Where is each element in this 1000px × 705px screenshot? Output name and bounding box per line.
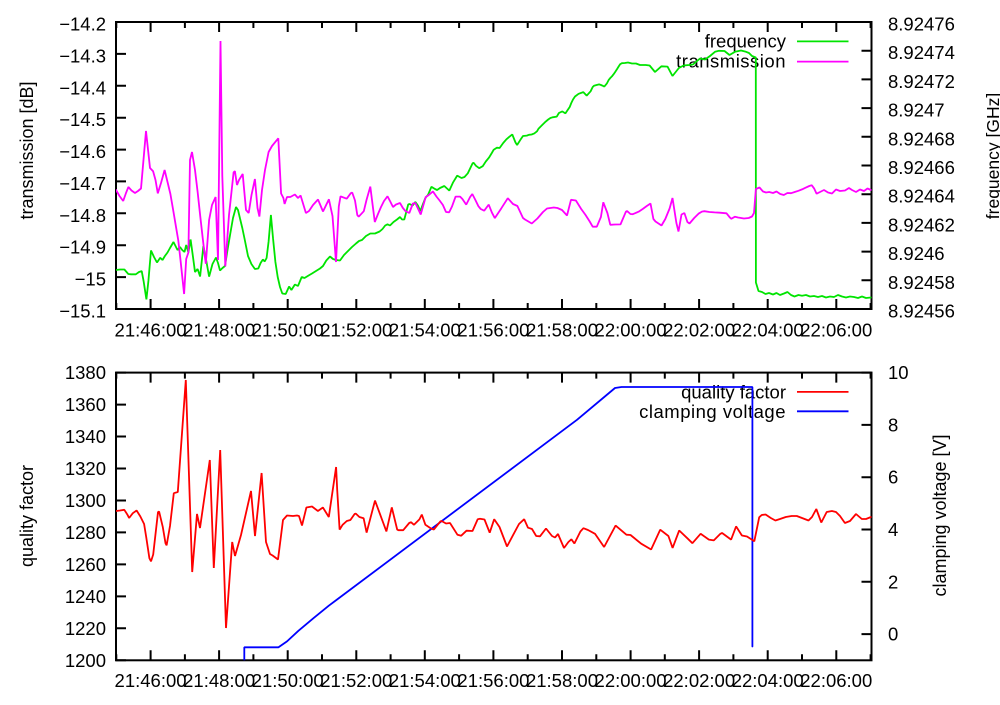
svg-text:1380: 1380 <box>65 362 106 383</box>
svg-text:21:56:00: 21:56:00 <box>457 319 529 340</box>
svg-text:22:04:00: 22:04:00 <box>732 670 804 691</box>
svg-text:8.92464: 8.92464 <box>888 186 955 207</box>
svg-text:8.92476: 8.92476 <box>888 14 955 35</box>
svg-text:2: 2 <box>888 571 898 592</box>
svg-text:−14.7: −14.7 <box>59 173 106 194</box>
svg-text:−14.6: −14.6 <box>59 141 106 162</box>
svg-text:8.9247: 8.9247 <box>888 100 945 121</box>
svg-text:21:50:00: 21:50:00 <box>252 670 324 691</box>
svg-text:22:00:00: 22:00:00 <box>595 319 667 340</box>
svg-text:21:58:00: 21:58:00 <box>526 319 598 340</box>
svg-text:8.92458: 8.92458 <box>888 272 955 293</box>
svg-text:22:06:00: 22:06:00 <box>800 319 872 340</box>
svg-text:8.92456: 8.92456 <box>888 301 955 322</box>
svg-text:8.92474: 8.92474 <box>888 42 955 63</box>
svg-text:frequency [GHz]: frequency [GHz] <box>983 93 1000 219</box>
svg-text:22:06:00: 22:06:00 <box>800 670 872 691</box>
svg-text:quality factor: quality factor <box>17 465 37 567</box>
svg-text:8.92462: 8.92462 <box>888 214 955 235</box>
svg-text:−14.2: −14.2 <box>59 14 106 35</box>
svg-text:−15.1: −15.1 <box>59 301 106 322</box>
svg-text:21:48:00: 21:48:00 <box>183 670 255 691</box>
svg-text:10: 10 <box>888 362 909 383</box>
svg-text:1320: 1320 <box>65 458 106 479</box>
svg-text:1200: 1200 <box>65 650 106 671</box>
svg-text:1240: 1240 <box>65 586 106 607</box>
svg-text:21:46:00: 21:46:00 <box>115 319 187 340</box>
svg-text:22:02:00: 22:02:00 <box>663 670 735 691</box>
svg-text:quality factor: quality factor <box>681 382 786 403</box>
svg-text:1360: 1360 <box>65 394 106 415</box>
svg-text:8.92466: 8.92466 <box>888 157 955 178</box>
svg-text:21:52:00: 21:52:00 <box>320 670 392 691</box>
svg-text:8.9246: 8.9246 <box>888 243 945 264</box>
svg-text:−15: −15 <box>75 269 106 290</box>
svg-text:21:48:00: 21:48:00 <box>183 319 255 340</box>
svg-text:1220: 1220 <box>65 618 106 639</box>
svg-text:1280: 1280 <box>65 522 106 543</box>
svg-text:6: 6 <box>888 467 898 488</box>
svg-text:22:02:00: 22:02:00 <box>663 319 735 340</box>
svg-text:0: 0 <box>888 624 898 645</box>
svg-text:4: 4 <box>888 519 898 540</box>
svg-text:−14.5: −14.5 <box>59 109 106 130</box>
svg-text:−14.3: −14.3 <box>59 45 106 66</box>
svg-text:8: 8 <box>888 414 898 435</box>
svg-text:21:58:00: 21:58:00 <box>526 670 598 691</box>
svg-text:8.92472: 8.92472 <box>888 71 955 92</box>
svg-text:1300: 1300 <box>65 490 106 511</box>
svg-text:transmission: transmission <box>676 51 786 72</box>
svg-text:1340: 1340 <box>65 426 106 447</box>
svg-text:−14.4: −14.4 <box>59 77 106 98</box>
svg-text:−14.9: −14.9 <box>59 237 106 258</box>
svg-text:22:04:00: 22:04:00 <box>732 319 804 340</box>
svg-text:22:00:00: 22:00:00 <box>595 670 667 691</box>
svg-text:transmission [dB]: transmission [dB] <box>17 81 37 219</box>
svg-text:21:46:00: 21:46:00 <box>115 670 187 691</box>
svg-text:21:50:00: 21:50:00 <box>252 319 324 340</box>
svg-text:clamping voltage [V]: clamping voltage [V] <box>930 434 950 596</box>
svg-text:8.92468: 8.92468 <box>888 128 955 149</box>
svg-text:1260: 1260 <box>65 554 106 575</box>
svg-text:21:52:00: 21:52:00 <box>320 319 392 340</box>
svg-text:21:56:00: 21:56:00 <box>457 670 529 691</box>
svg-text:21:54:00: 21:54:00 <box>389 319 461 340</box>
svg-text:clamping voltage: clamping voltage <box>639 401 786 422</box>
svg-text:21:54:00: 21:54:00 <box>389 670 461 691</box>
svg-text:frequency: frequency <box>705 31 787 52</box>
svg-text:−14.8: −14.8 <box>59 205 106 226</box>
